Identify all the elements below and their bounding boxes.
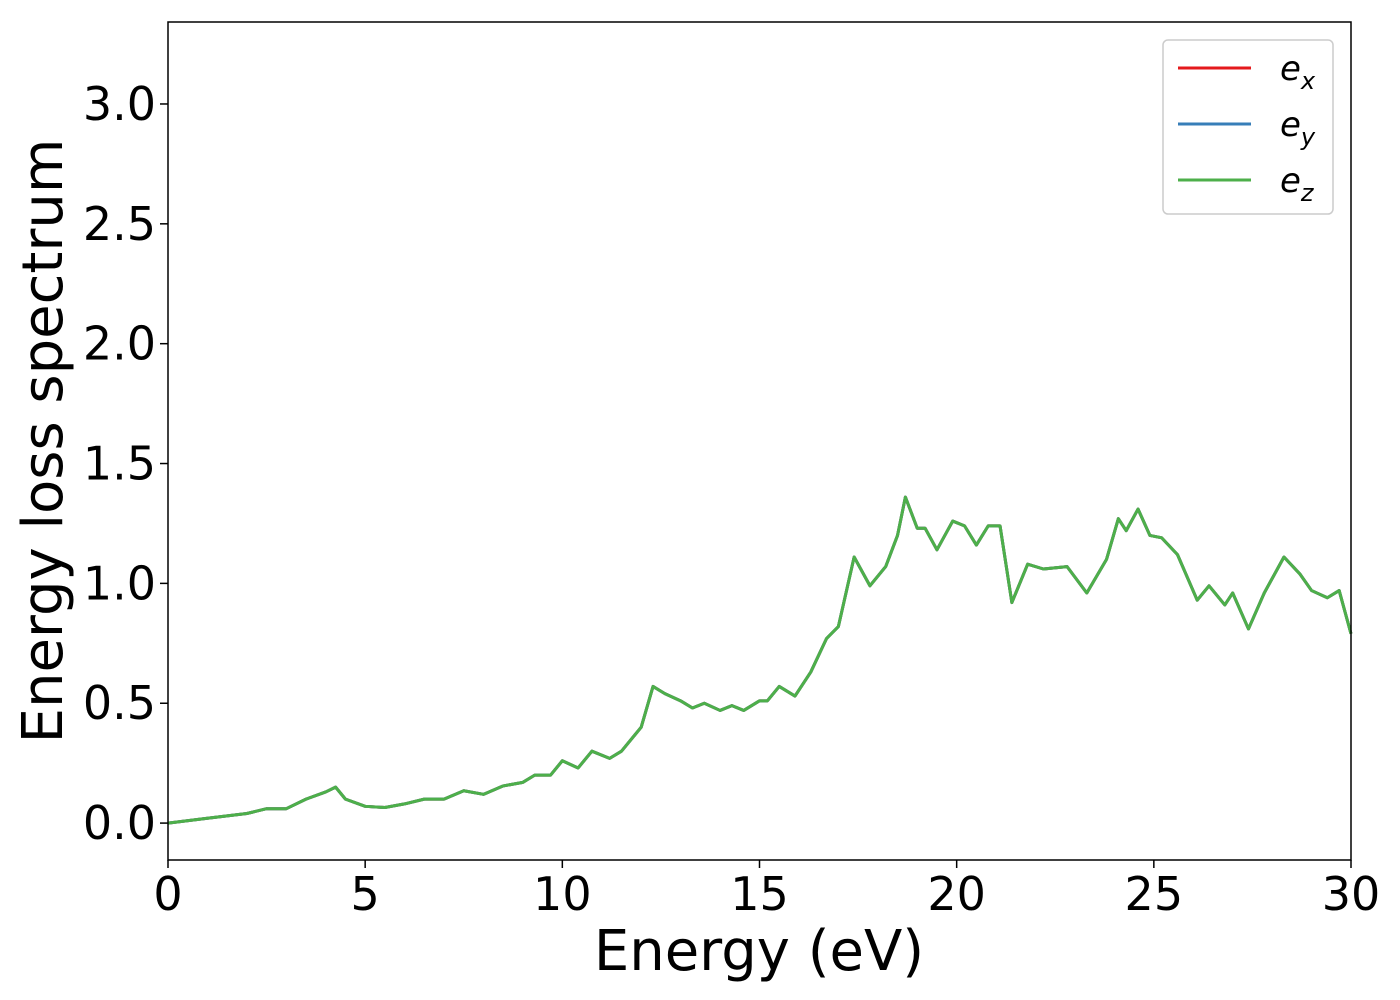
legend-label: ez — [1280, 161, 1315, 207]
y-tick-label: 1.5 — [83, 437, 156, 491]
legend-label: ey — [1280, 105, 1316, 151]
x-tick-label: 15 — [730, 867, 789, 921]
x-tick-label: 20 — [927, 867, 986, 921]
y-tick-label: 3.0 — [83, 77, 156, 131]
y-tick-label: 1.0 — [83, 556, 156, 610]
legend-box — [1162, 39, 1334, 215]
x-tick-label: 30 — [1322, 867, 1381, 921]
y-tick-label: 0.0 — [83, 796, 156, 850]
x-tick-label: 25 — [1125, 867, 1184, 921]
y-tick-label: 0.5 — [83, 676, 156, 730]
plot-frame — [167, 21, 1352, 861]
y-tick-label: 2.5 — [83, 197, 156, 251]
legend-label: ex — [1280, 49, 1316, 95]
x-tick-label: 5 — [351, 867, 380, 921]
x-axis-label: Energy (eV) — [594, 919, 924, 984]
y-axis-label: Energy loss spectrum — [11, 139, 76, 744]
x-tick-label: 0 — [153, 867, 182, 921]
x-tick-label: 10 — [533, 867, 592, 921]
y-tick-label: 2.0 — [83, 317, 156, 371]
series-line — [167, 495, 1353, 825]
